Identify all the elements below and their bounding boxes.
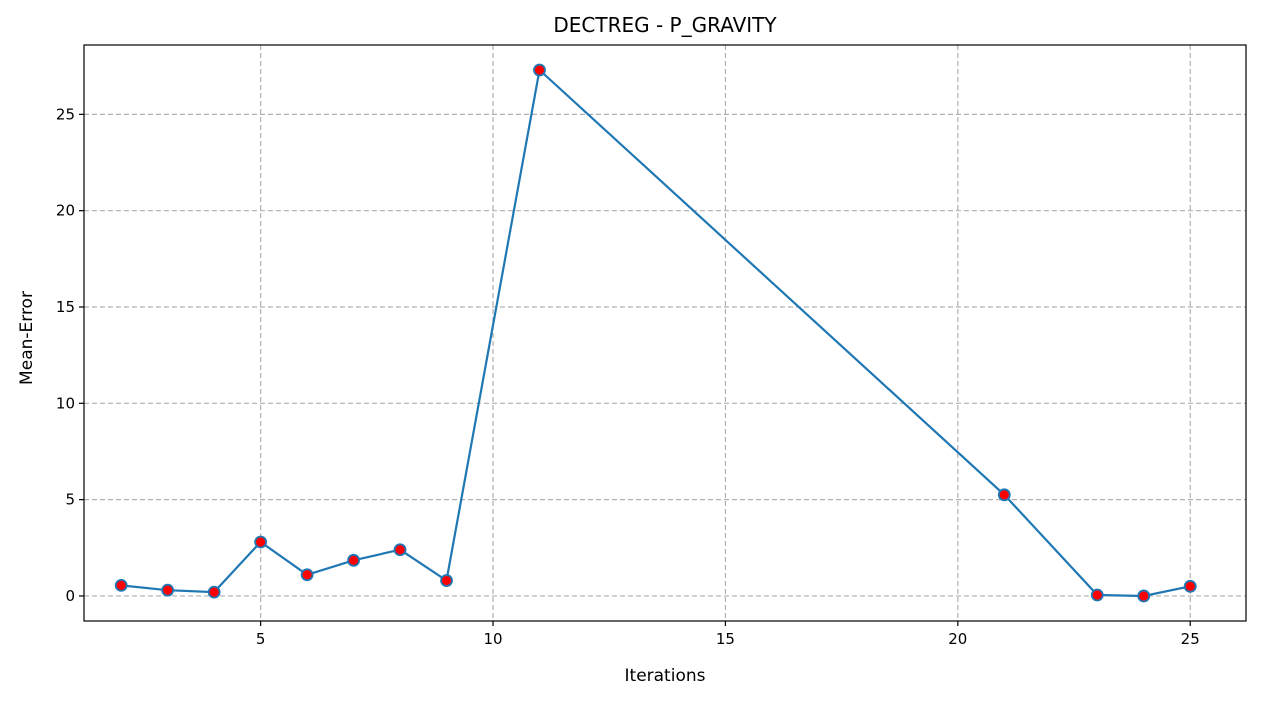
y-tick-label: 10 [56, 394, 75, 412]
y-axis-label: Mean-Error [17, 291, 37, 385]
data-point [393, 543, 407, 557]
data-point [1183, 579, 1197, 593]
y-tick-label: 5 [65, 491, 75, 509]
x-axis-label: Iterations [625, 666, 706, 686]
data-point [1137, 589, 1151, 603]
data-point [114, 578, 128, 592]
y-tick-label: 0 [65, 587, 75, 605]
data-point [1090, 588, 1104, 602]
data-point [533, 63, 546, 77]
data-point [207, 585, 221, 599]
series-line [121, 67, 1191, 598]
x-tick-label: 5 [256, 630, 266, 648]
series-layer [114, 63, 1197, 603]
x-tick-label: 15 [716, 630, 735, 648]
data-point [254, 535, 268, 549]
x-tick-label: 10 [483, 630, 502, 648]
data-point [440, 574, 453, 587]
y-tick-label: 20 [56, 202, 75, 220]
grid [84, 45, 1246, 621]
y-tick-label: 25 [56, 105, 75, 123]
y-tick-label: 15 [56, 298, 75, 316]
chart-title: DECTREG - P_GRAVITY [553, 13, 777, 37]
plot-frame [83, 44, 1247, 622]
ticks: 5 10 15 20 25 0 5 10 15 20 25 [56, 105, 1200, 648]
x-tick-label: 25 [1181, 630, 1200, 648]
data-point [997, 488, 1011, 502]
data-point [300, 568, 314, 582]
data-point [347, 553, 360, 567]
data-point [161, 583, 175, 597]
x-tick-label: 20 [948, 630, 967, 648]
